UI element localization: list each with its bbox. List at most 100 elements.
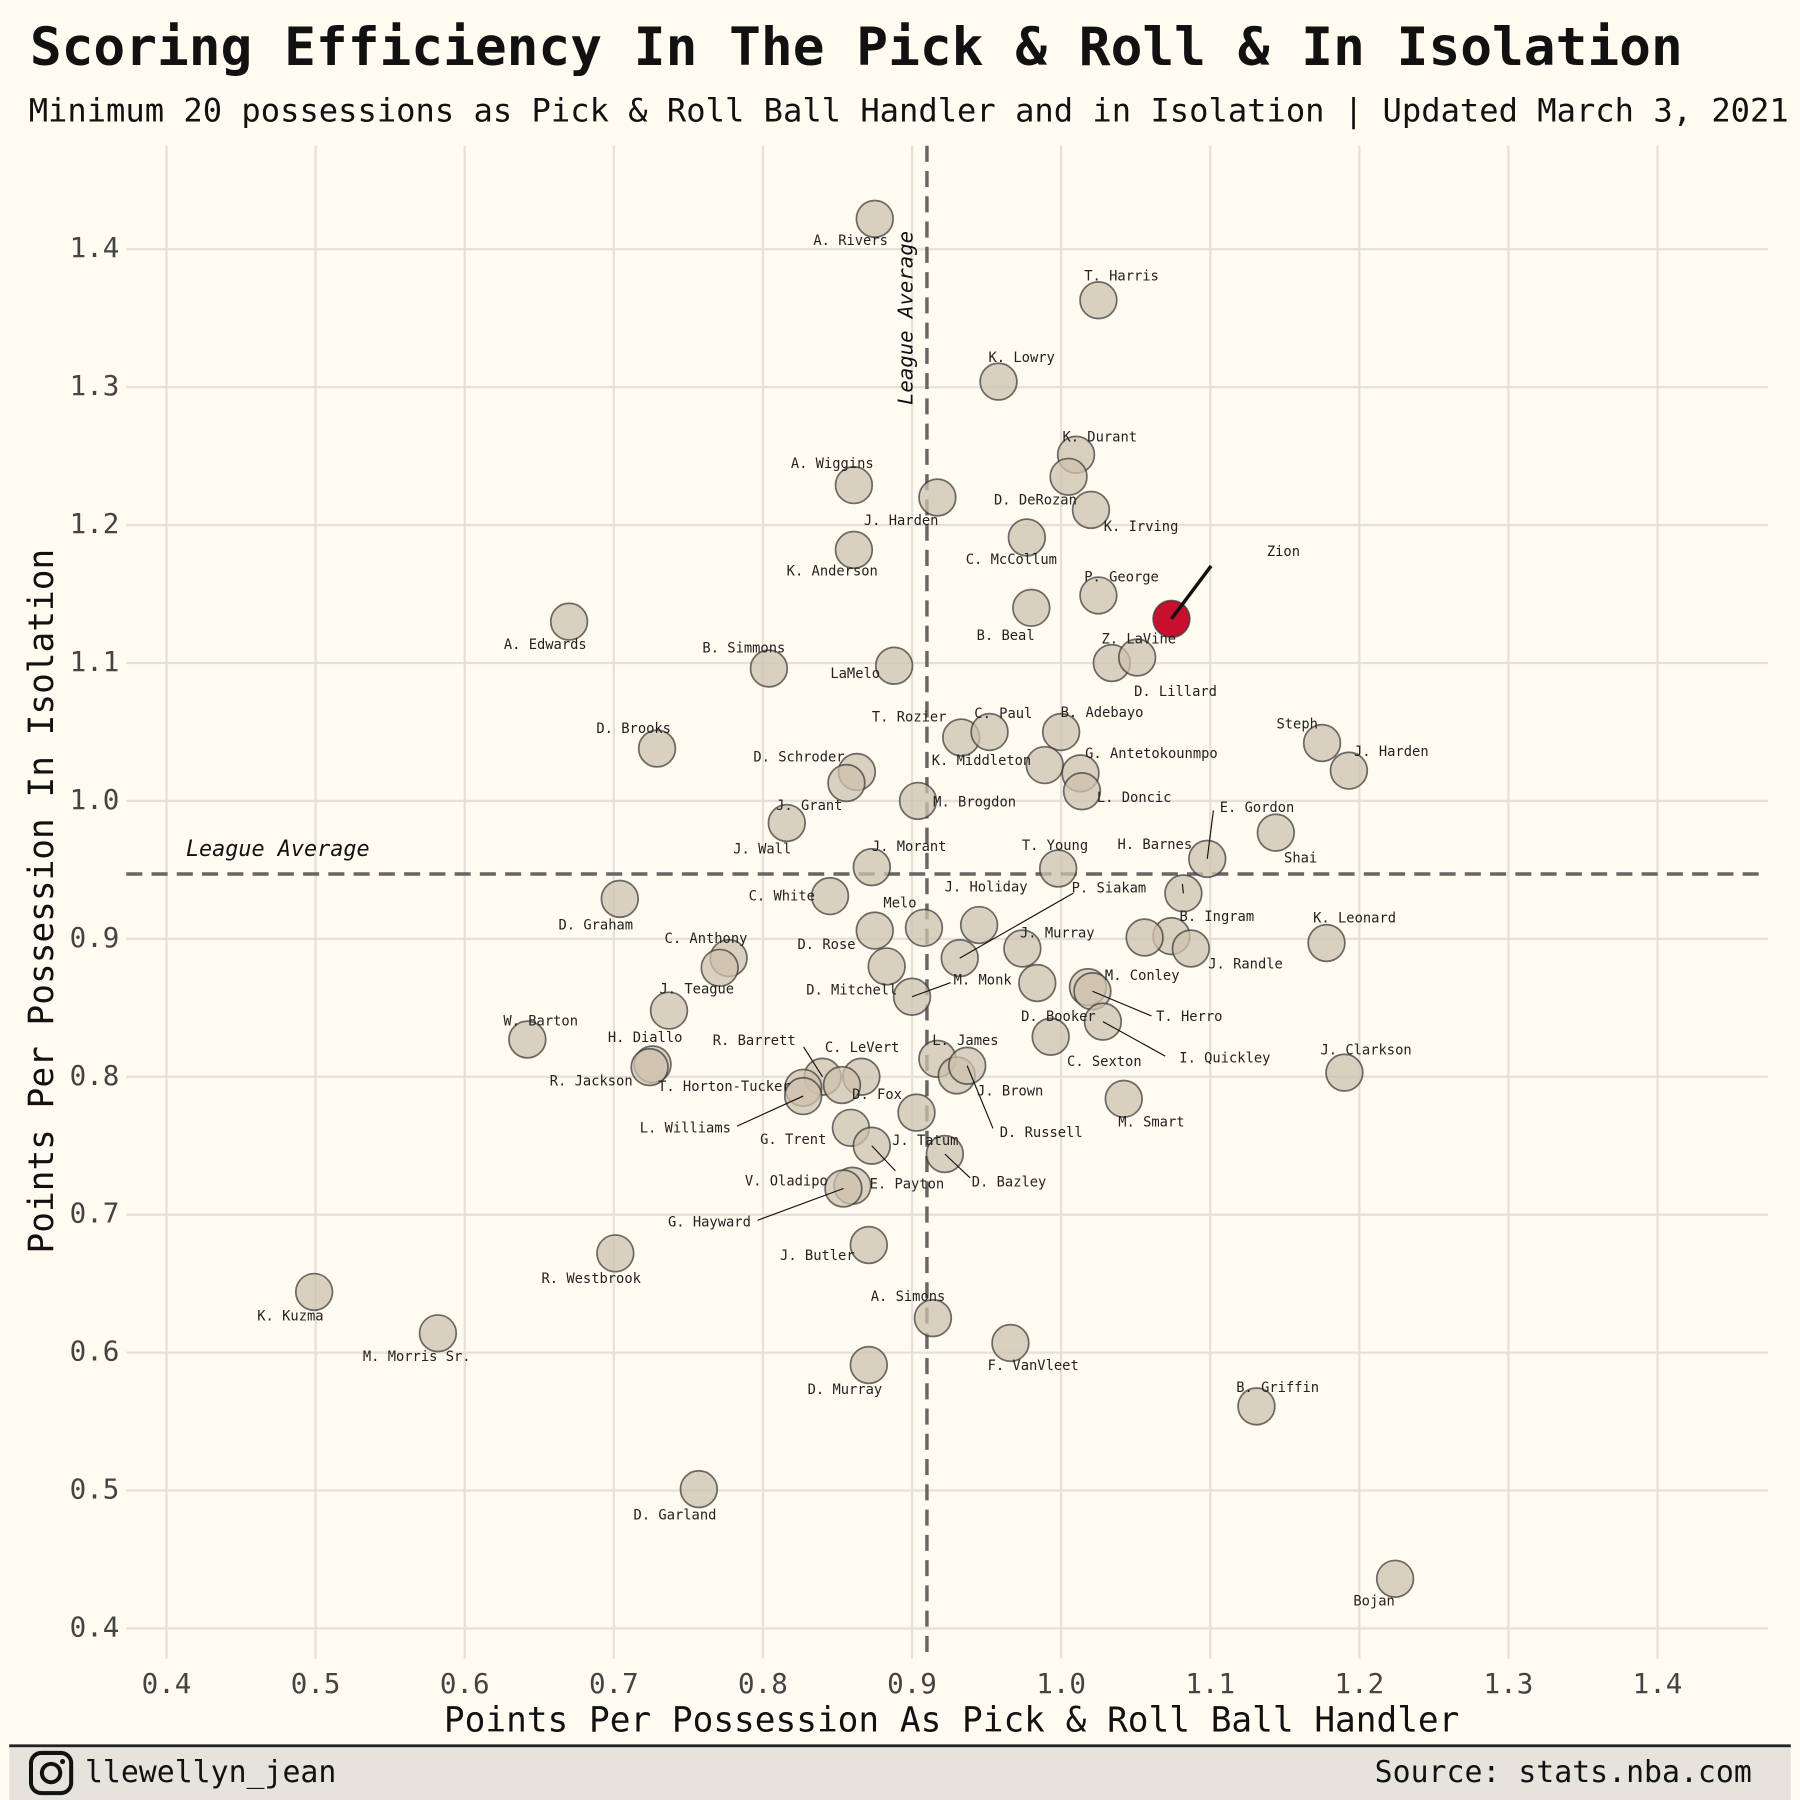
point-label: Bojan [1353, 1593, 1394, 1609]
point [418, 1314, 458, 1353]
leader-line [736, 1095, 804, 1127]
point-label: P. George [1084, 569, 1159, 585]
point [1012, 588, 1051, 628]
y-tick-label: 1.3 [70, 370, 120, 402]
point [913, 1298, 953, 1338]
point-label: B. Adebayo [1061, 705, 1144, 721]
point-label: J. Holiday [945, 879, 1028, 895]
point-label: LaMelo [830, 666, 880, 682]
point-label: T. Herro [1156, 1009, 1222, 1025]
leader-line [959, 892, 1074, 959]
point [767, 803, 807, 843]
point-label: D. Garland [634, 1507, 717, 1523]
y-tick-label: 0.5 [70, 1474, 120, 1506]
point [1307, 923, 1346, 963]
point-label: T. Rozier [872, 709, 947, 725]
x-tick-label: 0.5 [291, 1668, 341, 1700]
leader-line [966, 1065, 994, 1129]
instagram-icon [28, 1750, 74, 1796]
point-label: T. Young [1022, 838, 1088, 854]
point [637, 729, 677, 768]
point [979, 362, 1018, 401]
point-label: J. Clarkson [1320, 1042, 1411, 1058]
point [892, 977, 932, 1017]
point-label: C. White [749, 889, 815, 905]
point-label: M. Conley [1105, 968, 1180, 984]
x-tick-label: 1.0 [1036, 1668, 1086, 1700]
point [1256, 813, 1296, 852]
point-label: Zion [1267, 544, 1300, 560]
leader-line [757, 1187, 844, 1221]
point [1104, 1079, 1143, 1119]
point-label: J. Harden [1354, 744, 1429, 760]
x-axis-title: Points Per Possession As Pick & Roll Bal… [444, 1700, 1459, 1740]
x-tick-label: 1.4 [1633, 1668, 1683, 1700]
point [1079, 576, 1118, 615]
x-tick-label: 0.6 [440, 1668, 490, 1700]
grid: 0.4 0.5 0.6 0.7 0.8 0.9 1.0 1.1 1.2 1.3 1.4 0.4 0.5 0… [70, 145, 1768, 1700]
point [852, 847, 891, 887]
point-label: D. Rose [798, 937, 856, 953]
point-label: L. Doncic [1097, 790, 1172, 806]
point-label: D. Lillard [1134, 684, 1217, 700]
point-label: V. Oladipo [745, 1173, 828, 1189]
leader-line [1170, 564, 1213, 620]
point [810, 876, 850, 916]
point [1125, 918, 1164, 957]
point-label: E. Gordon [1220, 800, 1295, 816]
point-label: B. Griffin [1236, 1380, 1319, 1396]
point [1038, 849, 1078, 888]
point-label: J. Tatum [892, 1133, 958, 1149]
reference-lines: League Average League Average [126, 145, 1768, 1659]
point [1329, 751, 1369, 790]
point-label: J. Grant [776, 798, 842, 814]
point [1031, 1017, 1070, 1056]
points [294, 199, 1415, 1599]
y-tick-label: 0.9 [70, 922, 120, 954]
point [867, 947, 906, 986]
point-label: R. Barrett [713, 1033, 796, 1049]
point-label: K. Lowry [989, 350, 1055, 366]
y-tick-label: 0.6 [70, 1336, 120, 1368]
point-label: H. Barnes [1118, 837, 1193, 853]
x-tick-label: 1.3 [1484, 1668, 1534, 1700]
point-label: G. Hayward [668, 1215, 751, 1231]
point [904, 908, 944, 948]
point [855, 911, 894, 950]
point-label: J. Harden [864, 513, 939, 529]
point-label: K. Durant [1062, 429, 1137, 445]
x-tick-label: 1.2 [1334, 1668, 1384, 1700]
point [1007, 518, 1047, 557]
point [596, 1234, 635, 1273]
point [649, 991, 689, 1030]
point-label: M. Morris Sr. [363, 1349, 471, 1365]
point-label: C. Sexton [1067, 1054, 1142, 1070]
point [849, 1345, 889, 1385]
y-tick-label: 0.4 [70, 1611, 120, 1643]
point [1018, 963, 1057, 1003]
point [700, 948, 739, 988]
point-label: B. Beal [977, 628, 1035, 644]
x-tick-label: 0.8 [738, 1668, 788, 1700]
point-label: R. Jackson [550, 1073, 633, 1089]
point-label: G. Trent [760, 1132, 826, 1148]
point [1117, 638, 1157, 677]
point-label: K. Middleton [932, 753, 1031, 769]
point-label: D. Russell [1000, 1125, 1083, 1141]
point [897, 1093, 936, 1132]
point [549, 602, 589, 641]
x-tick-label: 0.9 [887, 1668, 937, 1700]
point [1062, 772, 1102, 811]
x-tick-label: 0.7 [589, 1668, 639, 1700]
point [898, 781, 938, 821]
point [1375, 1559, 1415, 1599]
point-labels: A. Rivers T. Harris K. Lowry K. Durant D. De… [257, 233, 1428, 1609]
point-label: J. Butler [780, 1248, 855, 1264]
point [1025, 745, 1064, 785]
chart-subtitle: Minimum 20 possessions as Pick & Roll Ba… [29, 92, 1789, 130]
point-label: D. DeRozan [994, 493, 1077, 509]
leader-line [911, 982, 951, 998]
leader-line [1102, 1021, 1166, 1057]
